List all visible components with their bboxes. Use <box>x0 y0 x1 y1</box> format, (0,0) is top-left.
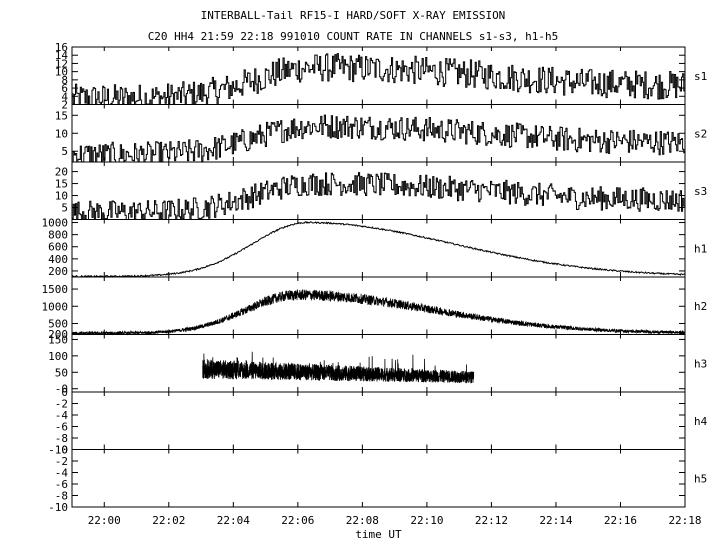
ytick-label-s1-0: 16 <box>55 41 68 54</box>
ytick-label-h3-2: 50 <box>55 366 68 379</box>
ytick-label-h1-2: 600 <box>48 241 68 254</box>
series-line-h3 <box>202 351 475 384</box>
ytick-label-h5-1: -8 <box>55 490 68 503</box>
chart-subtitle: C20 HH4 21:59 22:18 991010 COUNT RATE IN… <box>147 30 559 43</box>
ytick-label-h5-0: -10 <box>48 501 68 514</box>
ytick-label-h4-2: -6 <box>55 421 68 434</box>
xtick-label-0: 22:00 <box>88 514 121 527</box>
ytick-label-s2-0: 15 <box>55 109 68 122</box>
xtick-label-7: 22:14 <box>539 514 572 527</box>
ytick-label-s3-0: 20 <box>55 166 68 179</box>
xtick-label-6: 22:12 <box>475 514 508 527</box>
panel-label-h1: h1 <box>694 242 707 255</box>
ytick-label-h2-1: 1000 <box>42 300 69 313</box>
panel-label-s1: s1 <box>694 70 707 83</box>
series-line-h1 <box>71 220 686 278</box>
ytick-label-h3-3: -0 <box>55 383 68 396</box>
ytick-label-h4-0: -10 <box>48 444 68 457</box>
xtick-label-5: 22:10 <box>410 514 443 527</box>
ytick-label-h1-4: 200 <box>48 265 68 278</box>
ytick-label-h4-3: -4 <box>55 409 69 422</box>
ytick-label-s1-7: 2 <box>61 99 68 112</box>
ytick-label-h2-3: 200 <box>48 328 68 341</box>
xtick-label-8: 22:16 <box>604 514 637 527</box>
panel-label-s3: s3 <box>694 185 707 198</box>
xtick-label-3: 22:06 <box>281 514 314 527</box>
ytick-label-s3-3: 5 <box>61 202 68 215</box>
panel-label-h4: h4 <box>694 415 708 428</box>
series-line-s1 <box>72 53 686 105</box>
panel-label-h5: h5 <box>694 472 707 485</box>
ytick-label-h4-5: 0 <box>61 386 68 399</box>
ytick-label-s1-4: 8 <box>61 74 68 87</box>
ytick-label-s3-1: 15 <box>55 178 68 191</box>
ytick-label-s1-3: 10 <box>55 66 68 79</box>
ytick-label-s3-2: 10 <box>55 190 68 203</box>
ytick-label-h4-1: -8 <box>55 432 68 445</box>
ytick-label-s1-6: 4 <box>61 90 68 103</box>
ytick-label-h1-3: 400 <box>48 253 68 266</box>
ytick-label-h1-0: 1000 <box>42 217 69 230</box>
ytick-label-s1-1: 14 <box>55 49 69 62</box>
panel-label-h2: h2 <box>694 300 707 313</box>
ytick-label-h2-2: 500 <box>48 317 68 330</box>
x-axis-label: time UT <box>355 528 402 541</box>
panel-frame-h4 <box>71 391 686 450</box>
panel-frame-h5 <box>71 449 686 508</box>
ytick-label-h2-0: 1500 <box>42 283 69 296</box>
series-line-s3 <box>72 172 686 220</box>
xtick-label-9: 22:18 <box>668 514 701 527</box>
ytick-label-h4-4: -2 <box>55 398 68 411</box>
ytick-label-h1-1: 800 <box>48 229 68 242</box>
ytick-label-s2-2: 5 <box>61 145 68 158</box>
ytick-label-s1-5: 6 <box>61 82 68 95</box>
ytick-label-s2-1: 10 <box>55 127 68 140</box>
xtick-label-4: 22:08 <box>346 514 379 527</box>
xtick-label-1: 22:02 <box>152 514 185 527</box>
ytick-label-h5-2: -6 <box>55 478 68 491</box>
panel-label-h3: h3 <box>694 357 707 370</box>
series-line-h2 <box>71 289 686 336</box>
ytick-label-h3-0: 150 <box>48 333 68 346</box>
series-line-s2 <box>72 114 686 163</box>
ytick-label-h5-5: 0 <box>61 444 68 457</box>
panel-label-s2: s2 <box>694 127 707 140</box>
ytick-label-h5-4: -2 <box>55 455 68 468</box>
ytick-label-h5-3: -4 <box>55 467 69 480</box>
xtick-label-2: 22:04 <box>217 514 250 527</box>
ytick-label-s1-2: 12 <box>55 57 68 70</box>
panel-frame-h2 <box>71 276 686 335</box>
ytick-label-h3-1: 100 <box>48 350 68 363</box>
panel-frame-h3 <box>71 334 686 393</box>
chart-title: INTERBALL-Tail RF15-I HARD/SOFT X-RAY EM… <box>200 9 506 22</box>
